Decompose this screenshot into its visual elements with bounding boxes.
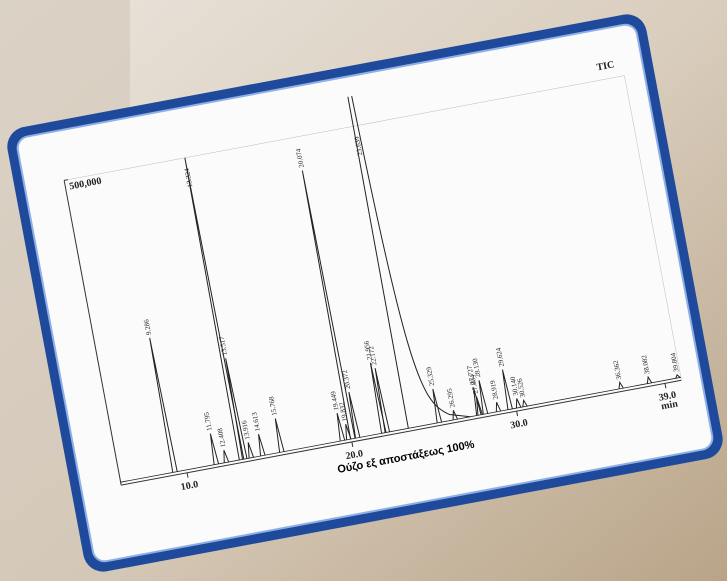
chart: TIC Ούζο εξ αποστάξεως 100% min 10.020.0… (0, 0, 727, 581)
page: {"chart_data": {"type": "chromatogram", … (0, 0, 727, 581)
